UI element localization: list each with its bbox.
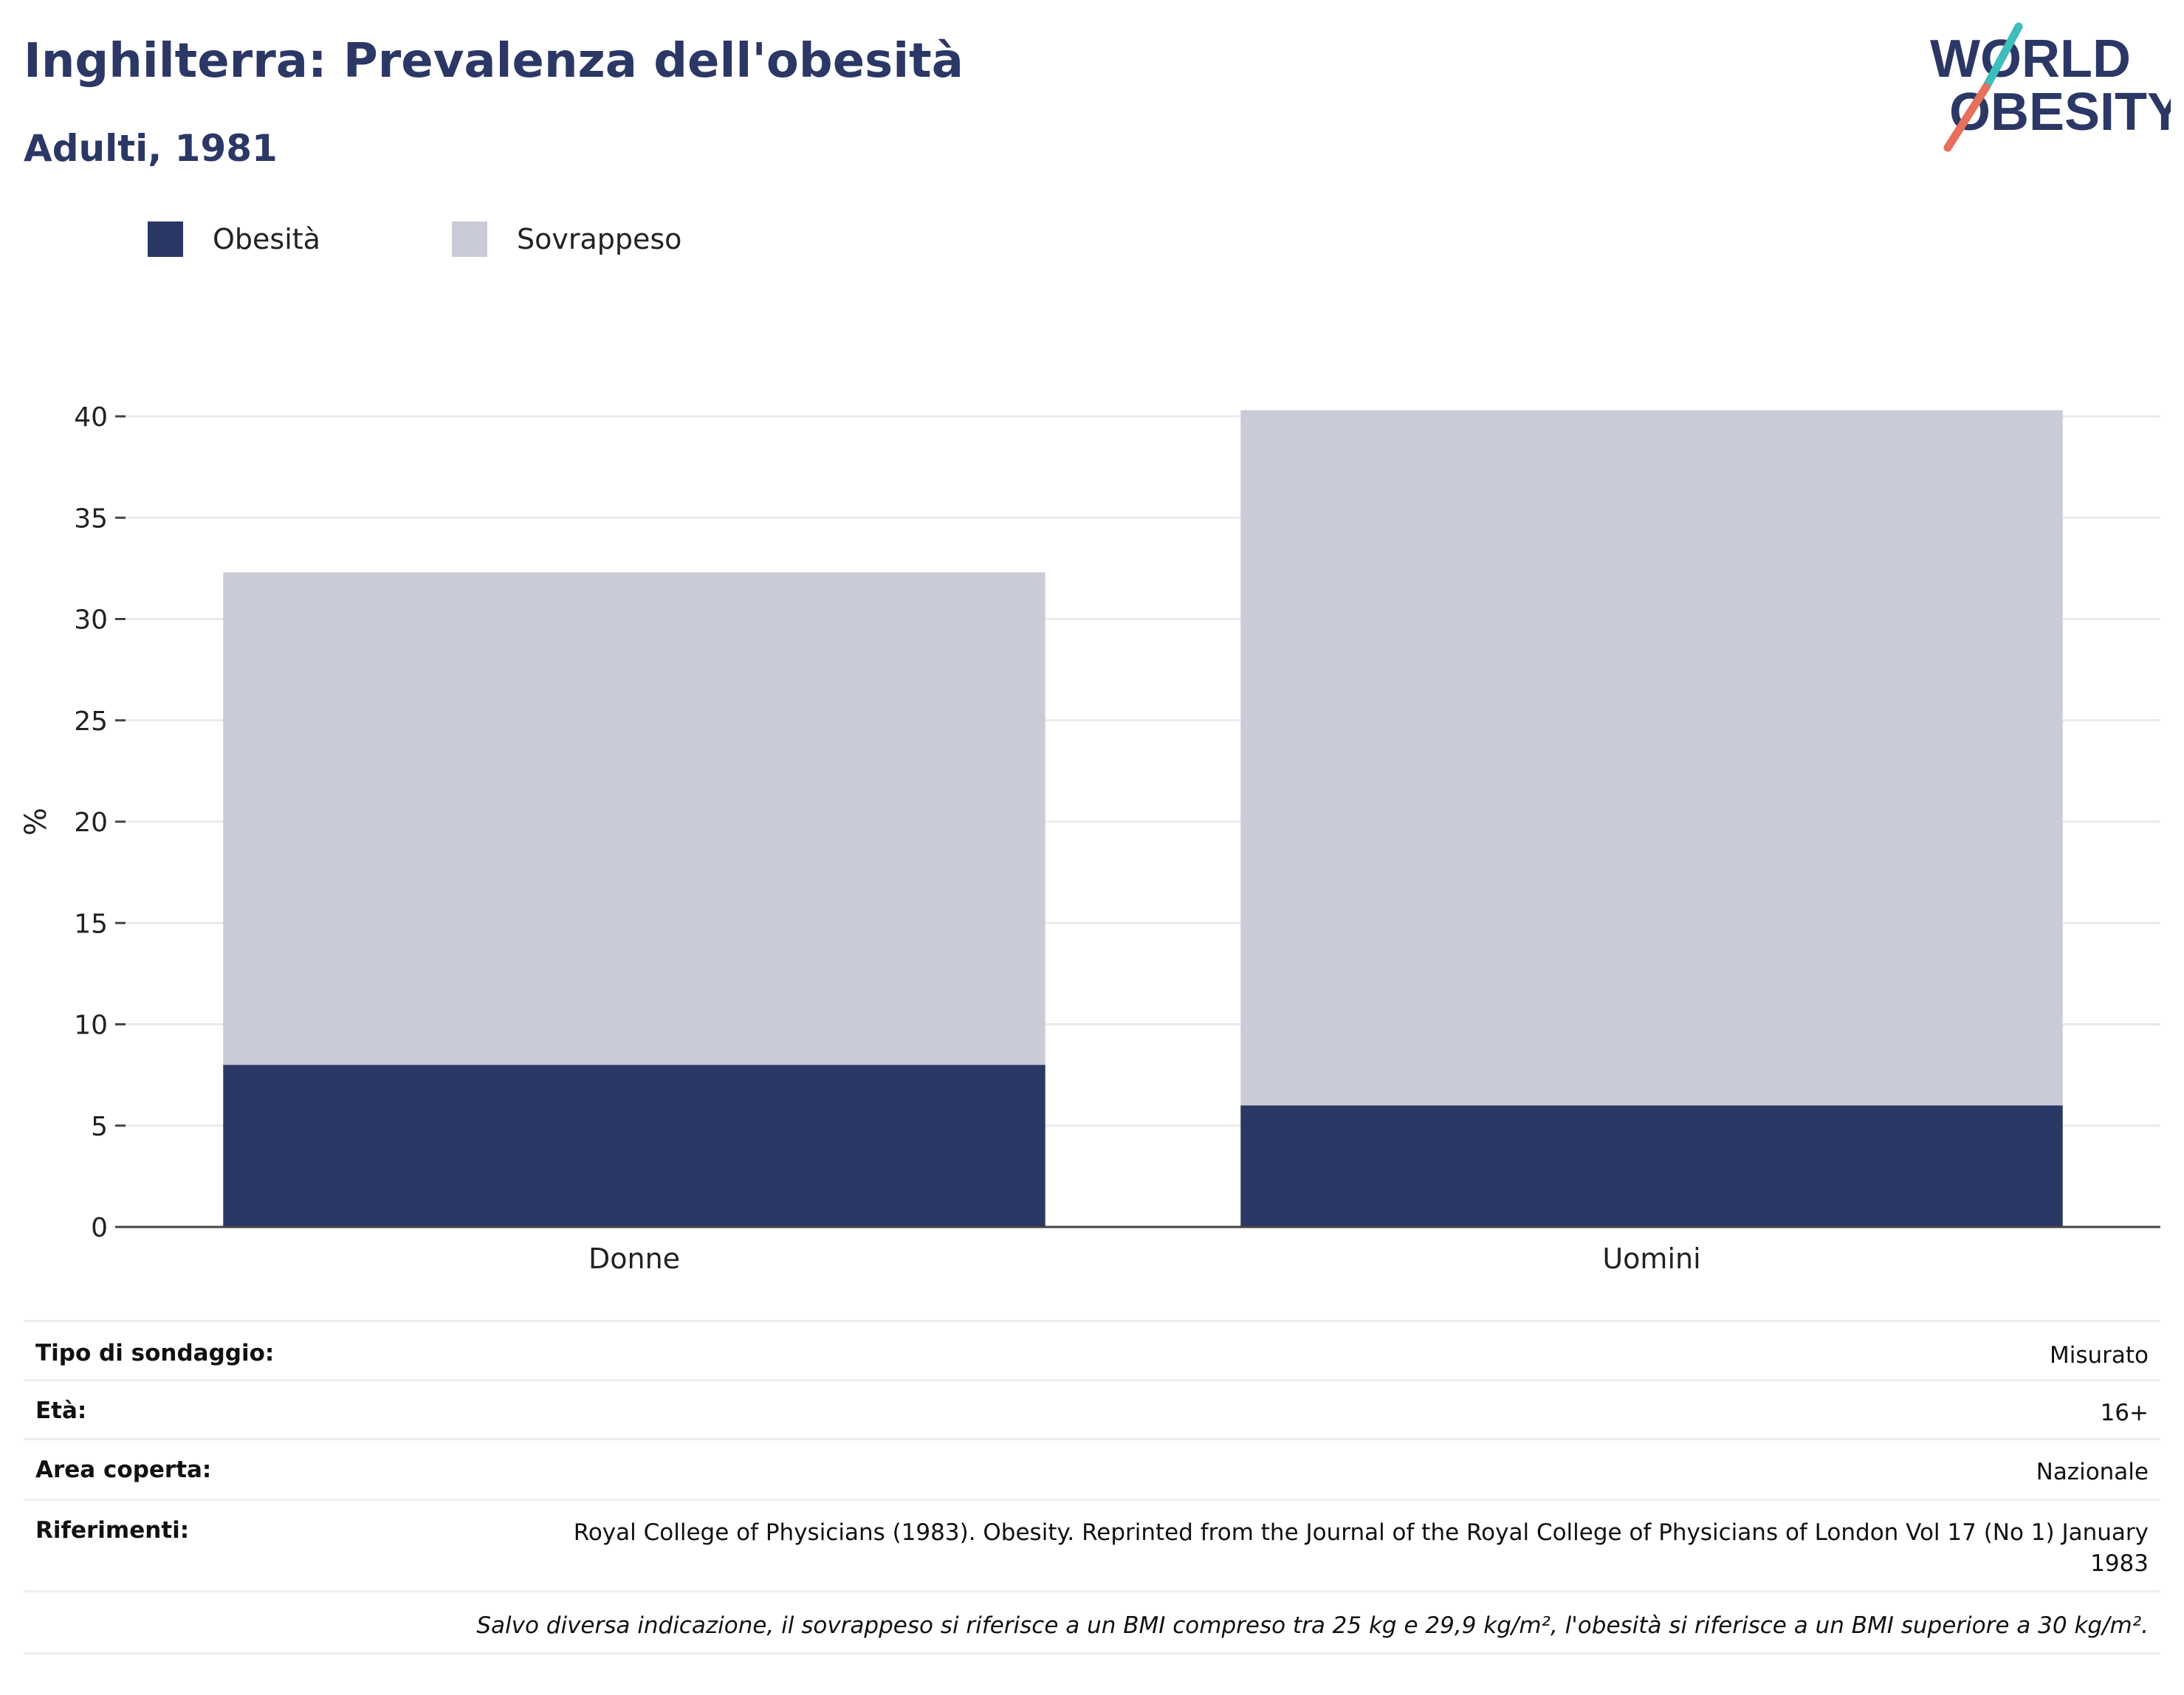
y-tick-label: 5: [91, 1112, 108, 1142]
info-value: Misurato: [540, 1320, 2160, 1381]
legend-item-sovrappeso: Sovrappeso: [452, 220, 681, 258]
info-row-survey-type: Tipo di sondaggio: Misurato: [24, 1320, 2160, 1381]
info-row-age: Età: 16+: [24, 1379, 2160, 1440]
x-tick-label: Donne: [588, 1242, 680, 1275]
info-row-area: Area coperta: Nazionale: [24, 1438, 2160, 1500]
info-value: Royal College of Physicians (1983). Obes…: [540, 1499, 2160, 1592]
info-value: 16+: [540, 1379, 2160, 1440]
y-tick-label: 0: [91, 1213, 108, 1243]
logo-line-1: WORLD: [1930, 30, 2131, 89]
y-axis-label: %: [19, 808, 53, 836]
logo-slash-top: [1982, 22, 2023, 92]
bmi-definition-note: Salvo diversa indicazione, il sovrappeso…: [24, 1590, 2160, 1654]
y-tick-label: 40: [74, 402, 108, 433]
info-label: Età:: [24, 1379, 540, 1440]
info-label: Area coperta:: [24, 1438, 540, 1500]
info-label: Tipo di sondaggio:: [24, 1320, 540, 1381]
y-tick-label: 10: [74, 1011, 108, 1041]
y-tick-label: 25: [74, 706, 108, 737]
page-title: Inghilterra: Prevalenza dell'obesità: [24, 34, 964, 89]
bar-segment: [1240, 1105, 2063, 1227]
legend-label-obesita: Obesità: [213, 223, 320, 255]
legend-swatch-sovrappeso: [452, 221, 487, 257]
page-subtitle: Adulti, 1981: [24, 127, 278, 170]
info-row-note: Salvo diversa indicazione, il sovrappeso…: [24, 1590, 2160, 1654]
stacked-bar-chart: 0 5 10 15 20 25 30 35 40 Donne Uomini%: [19, 402, 2160, 1275]
y-tick-label: 20: [74, 808, 108, 838]
legend-item-obesita: Obesità: [148, 220, 320, 258]
legend-swatch-obesita: [148, 221, 183, 257]
bar-segment: [1240, 410, 2063, 1106]
y-tick-label: 30: [74, 605, 108, 636]
bar-segment: [223, 572, 1045, 1065]
logo-slash-bottom: [1943, 83, 1991, 152]
bar-segment: [223, 1065, 1045, 1227]
x-tick-label: Uomini: [1602, 1242, 1700, 1275]
world-obesity-logo: WORLD OBESITY: [1930, 22, 2171, 152]
legend-label-sovrappeso: Sovrappeso: [517, 223, 682, 255]
info-row-references: Riferimenti: Royal College of Physicians…: [24, 1499, 2160, 1592]
survey-info-table: Tipo di sondaggio: Misurato Età: 16+ Are…: [24, 1320, 2160, 1654]
y-tick-label: 35: [74, 503, 108, 534]
info-value: Nazionale: [540, 1438, 2160, 1500]
info-label: Riferimenti:: [24, 1499, 540, 1592]
y-tick-label: 15: [74, 909, 108, 939]
